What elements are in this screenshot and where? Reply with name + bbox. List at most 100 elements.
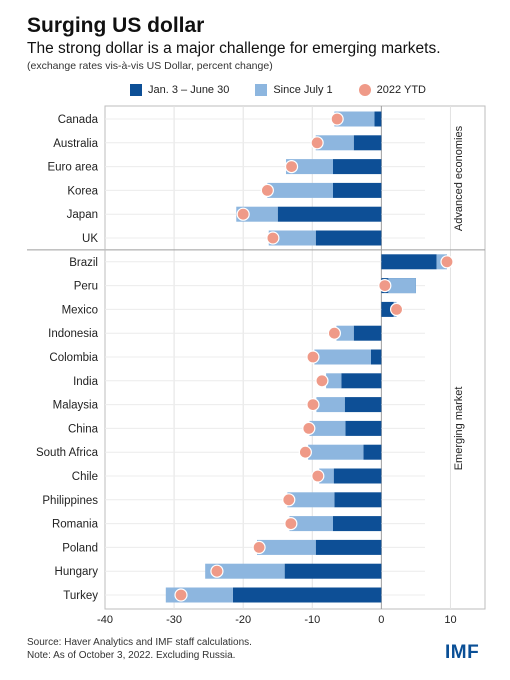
legend-item-h1: Jan. 3 – June 30 bbox=[130, 84, 229, 96]
footnote-text: Note: As of October 3, 2022. Excluding R… bbox=[27, 650, 236, 661]
bar-since bbox=[267, 182, 333, 198]
bar-h1 bbox=[333, 516, 382, 532]
dot-ytd bbox=[282, 493, 296, 507]
source-note: Source: Haver Analytics and IMF staff ca… bbox=[27, 636, 252, 662]
bar-h1 bbox=[353, 325, 382, 341]
legend-label-since: Since July 1 bbox=[273, 84, 333, 96]
x-tick-label: 10 bbox=[444, 614, 456, 626]
bar-h1 bbox=[345, 420, 382, 436]
legend: Jan. 3 – June 30 Since July 1 2022 YTD bbox=[130, 84, 426, 96]
legend-swatch-ytd bbox=[358, 84, 371, 96]
bar-h1 bbox=[374, 111, 382, 127]
category-label: South Africa bbox=[36, 447, 99, 459]
bar-h1 bbox=[333, 182, 382, 198]
bar-since bbox=[286, 159, 333, 175]
category-label: Canada bbox=[58, 114, 99, 126]
bar-since bbox=[205, 563, 285, 579]
bar-since bbox=[336, 325, 354, 341]
legend-swatch-h1 bbox=[130, 84, 142, 96]
group-label-emerging: Emerging market bbox=[453, 387, 465, 471]
category-label: Romania bbox=[52, 519, 99, 531]
bar-since bbox=[326, 373, 342, 389]
bar-h1 bbox=[333, 468, 382, 484]
category-label: Mexico bbox=[62, 304, 98, 316]
category-label: Colombia bbox=[49, 352, 98, 364]
dot-ytd bbox=[440, 255, 454, 269]
legend-item-since: Since July 1 bbox=[255, 84, 333, 96]
category-label: India bbox=[73, 376, 99, 388]
x-tick-label: 0 bbox=[378, 614, 384, 626]
x-tick-label: -10 bbox=[304, 614, 320, 626]
imf-logo: IMF bbox=[445, 642, 480, 663]
bar-since bbox=[268, 230, 316, 246]
bar-since bbox=[287, 492, 335, 508]
dot-ytd bbox=[389, 302, 404, 316]
dot-ytd bbox=[174, 588, 188, 602]
category-label: Turkey bbox=[63, 590, 98, 602]
dot-ytd bbox=[210, 564, 224, 578]
x-tick-label: -30 bbox=[166, 614, 182, 626]
bar-h1 bbox=[333, 159, 382, 175]
category-label: Philippines bbox=[42, 495, 98, 507]
bar-since bbox=[309, 420, 346, 436]
category-label: Indonesia bbox=[48, 328, 98, 340]
bar-since bbox=[308, 444, 364, 460]
dot-ytd bbox=[330, 112, 344, 126]
bar-since bbox=[316, 397, 345, 413]
x-tick-label: -40 bbox=[97, 614, 113, 626]
category-label: Korea bbox=[67, 185, 98, 197]
bar-since bbox=[315, 135, 354, 151]
dot-ytd bbox=[327, 326, 341, 340]
bar-h1 bbox=[341, 373, 382, 389]
chart-note: (exchange rates vis-à-vis US Dollar, per… bbox=[27, 60, 273, 72]
category-label: UK bbox=[82, 233, 98, 245]
bar-h1 bbox=[334, 492, 382, 508]
bar-h1 bbox=[381, 254, 437, 270]
category-label: Australia bbox=[53, 138, 98, 150]
bar-h1 bbox=[315, 230, 382, 246]
bar-h1 bbox=[353, 135, 382, 151]
category-label: Chile bbox=[72, 471, 98, 483]
dot-ytd bbox=[302, 421, 316, 435]
dot-ytd bbox=[284, 516, 298, 531]
bar-chart: -40 -30 -20 -10 0 10 Canada Australia Euro area K… bbox=[27, 105, 486, 626]
bar-since bbox=[388, 278, 416, 294]
category-label: Poland bbox=[62, 542, 98, 554]
bar-h1 bbox=[315, 539, 382, 555]
bar-h1 bbox=[363, 444, 382, 460]
dot-ytd bbox=[266, 231, 280, 245]
category-label: Euro area bbox=[47, 162, 98, 174]
legend-swatch-since bbox=[255, 84, 268, 96]
chart-title: Surging US dollar bbox=[27, 14, 205, 37]
bar-h1 bbox=[371, 349, 382, 365]
dot-ytd bbox=[315, 374, 329, 388]
dot-ytd bbox=[260, 183, 274, 197]
dot-ytd bbox=[252, 540, 266, 555]
bar-since bbox=[314, 349, 371, 365]
dot-ytd bbox=[378, 279, 392, 293]
category-label: Malaysia bbox=[53, 400, 99, 412]
source-text: Source: Haver Analytics and IMF staff ca… bbox=[27, 637, 252, 648]
bar-h1 bbox=[381, 301, 394, 317]
legend-label-h1: Jan. 3 – June 30 bbox=[148, 84, 230, 96]
x-tick-label: -20 bbox=[235, 614, 251, 626]
dot-ytd bbox=[306, 398, 320, 412]
dot-ytd bbox=[298, 445, 312, 459]
bar-h1 bbox=[277, 206, 382, 222]
bar-h1 bbox=[344, 397, 382, 413]
legend-label-ytd: 2022 YTD bbox=[376, 84, 426, 96]
dot-ytd bbox=[306, 350, 320, 364]
group-label-advanced: Advanced economies bbox=[453, 125, 465, 231]
category-label: Peru bbox=[74, 281, 98, 293]
category-label: Brazil bbox=[69, 257, 98, 269]
dot-ytd bbox=[310, 136, 324, 150]
bar-since bbox=[289, 516, 333, 532]
category-label: Hungary bbox=[55, 566, 99, 578]
bar-h1 bbox=[232, 587, 382, 603]
legend-item-ytd: 2022 YTD bbox=[358, 84, 426, 96]
dot-ytd bbox=[311, 469, 325, 483]
chart-subtitle: The strong dollar is a major challenge f… bbox=[27, 40, 441, 57]
bar-since bbox=[257, 539, 316, 555]
dot-ytd bbox=[236, 207, 250, 221]
category-label: Japan bbox=[67, 209, 98, 221]
